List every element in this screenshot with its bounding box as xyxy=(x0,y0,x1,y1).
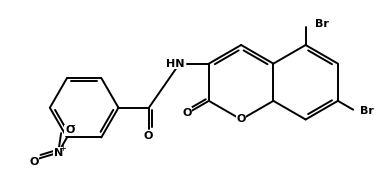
Text: O: O xyxy=(182,108,192,118)
Text: HN: HN xyxy=(166,59,184,69)
Text: Br: Br xyxy=(360,106,374,116)
Text: O: O xyxy=(236,115,246,125)
Text: O: O xyxy=(143,131,152,141)
Text: −: − xyxy=(68,121,76,131)
Text: O: O xyxy=(29,156,38,167)
Text: O: O xyxy=(65,125,74,135)
Text: +: + xyxy=(60,144,66,153)
Text: Br: Br xyxy=(315,19,329,29)
Text: N: N xyxy=(54,148,63,158)
